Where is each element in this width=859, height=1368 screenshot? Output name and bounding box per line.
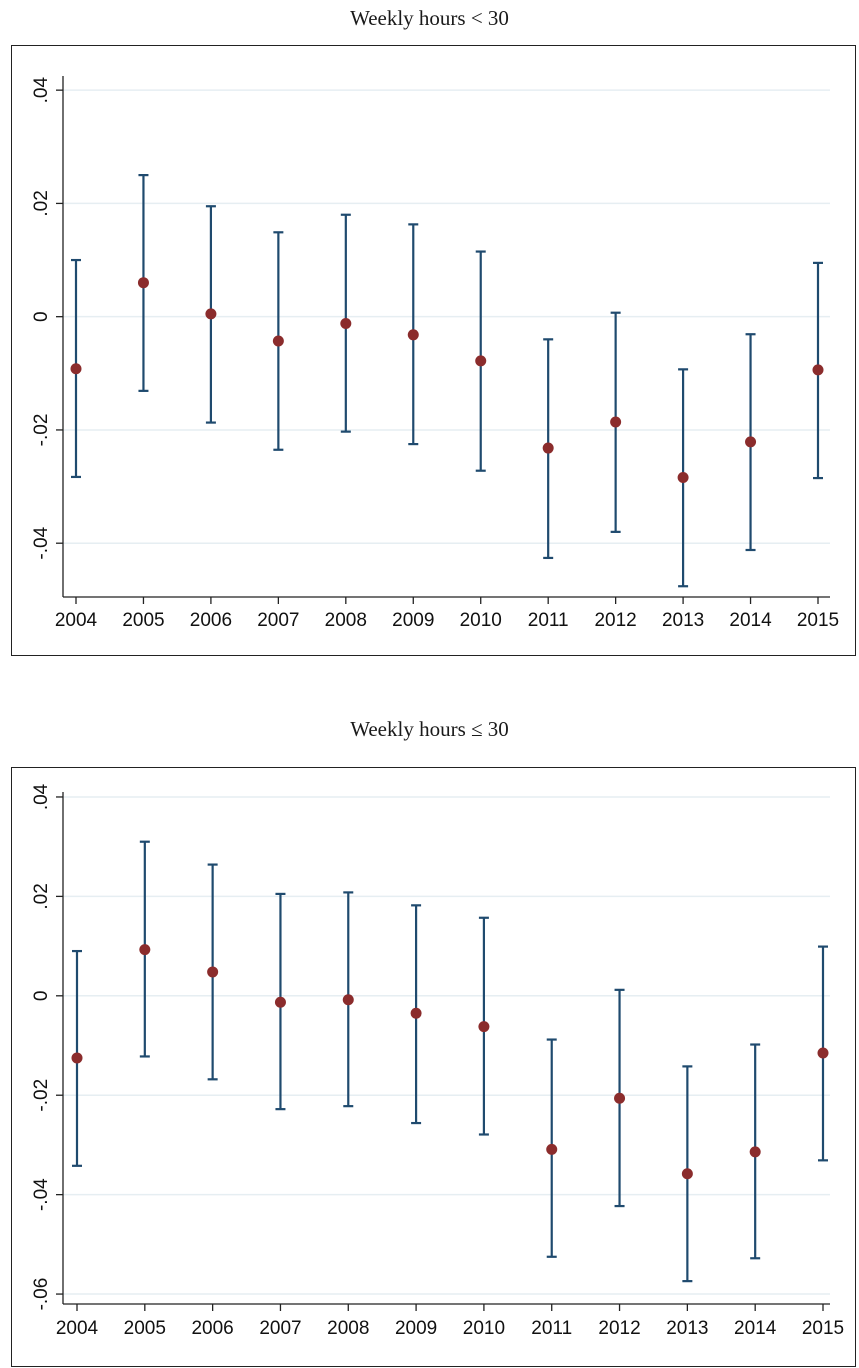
x-tick-label: 2008: [327, 1318, 369, 1339]
data-point: [817, 1047, 829, 1059]
data-point: [272, 335, 284, 347]
x-tick-label: 2010: [460, 610, 502, 631]
plot-area: [63, 792, 830, 1304]
x-tick-label: 2010: [463, 1318, 505, 1339]
data-point: [70, 363, 82, 375]
data-point: [342, 994, 354, 1006]
x-tick-label: 2007: [259, 1318, 301, 1339]
chart-panel-bottom: -.06 -.04 -.02 0 .02 .04 2004 2005 2006 2007 2008 2…: [11, 767, 856, 1367]
data-point: [139, 944, 151, 956]
data-point: [749, 1146, 761, 1158]
data-point: [207, 966, 219, 978]
y-tick-label: .02: [31, 883, 52, 909]
x-tick-label: 2005: [122, 610, 164, 631]
data-point: [407, 329, 419, 341]
x-tick-label: 2004: [55, 610, 98, 631]
x-tick-label: 2012: [594, 610, 636, 631]
x-tick-label: 2006: [190, 610, 232, 631]
chart-panel-top: -.04 -.02 0 .02 .04 2004 2005 2006 2007 2008 2009 2…: [11, 45, 856, 656]
chart-title-bottom: Weekly hours ≤ 30: [350, 717, 509, 741]
chart-plot-top: -.04 -.02 0 .02 .04 2004 2005 2006 2007 2008 2009 2…: [31, 76, 839, 631]
x-tick-label: 2007: [257, 610, 299, 631]
x-tick-label: 2014: [729, 610, 772, 631]
y-tick-label: 0: [31, 311, 52, 322]
x-tick-label: 2004: [56, 1318, 99, 1339]
chart-title-top: Weekly hours < 30: [350, 6, 509, 30]
y-tick-label: .04: [31, 783, 52, 810]
x-tick-label: 2011: [528, 610, 569, 631]
x-tick-label: 2009: [395, 1318, 437, 1339]
data-point: [475, 355, 487, 367]
x-tick-label: 2008: [325, 610, 367, 631]
y-tick-label: -.06: [31, 1278, 52, 1311]
x-tick-label: 2009: [392, 610, 434, 631]
y-tick-label: -.04: [31, 526, 52, 559]
data-point: [546, 1143, 558, 1155]
data-point: [137, 277, 149, 289]
x-tick-label: 2015: [802, 1318, 844, 1339]
y-tick-label: .02: [31, 190, 52, 216]
data-point: [410, 1007, 422, 1019]
plot-area: [63, 76, 830, 597]
data-point: [681, 1168, 693, 1180]
data-point: [614, 1092, 626, 1104]
y-tick-label: -.02: [31, 1079, 52, 1112]
x-tick-label: 2014: [734, 1318, 777, 1339]
data-point: [610, 416, 622, 428]
y-tick-label: -.02: [31, 414, 52, 447]
data-point: [745, 436, 757, 448]
x-tick-label: 2015: [797, 610, 839, 631]
x-tick-label: 2013: [662, 610, 704, 631]
x-tick-label: 2005: [124, 1318, 166, 1339]
data-point: [340, 317, 352, 329]
data-point: [478, 1021, 490, 1033]
x-tick-label: 2012: [598, 1318, 640, 1339]
data-point: [542, 442, 554, 454]
data-point: [274, 996, 286, 1008]
data-point: [205, 308, 217, 320]
x-tick-label: 2011: [531, 1318, 572, 1339]
y-tick-label: .04: [31, 77, 52, 104]
y-tick-label: 0: [31, 991, 52, 1002]
y-tick-label: -.04: [31, 1178, 52, 1211]
x-tick-label: 2013: [666, 1318, 708, 1339]
data-point: [71, 1052, 83, 1064]
data-point: [812, 364, 824, 376]
data-point: [677, 472, 689, 484]
chart-plot-bottom: -.06 -.04 -.02 0 .02 .04 2004 2005 2006 2007 2008 2…: [31, 783, 844, 1339]
x-tick-label: 2006: [191, 1318, 233, 1339]
